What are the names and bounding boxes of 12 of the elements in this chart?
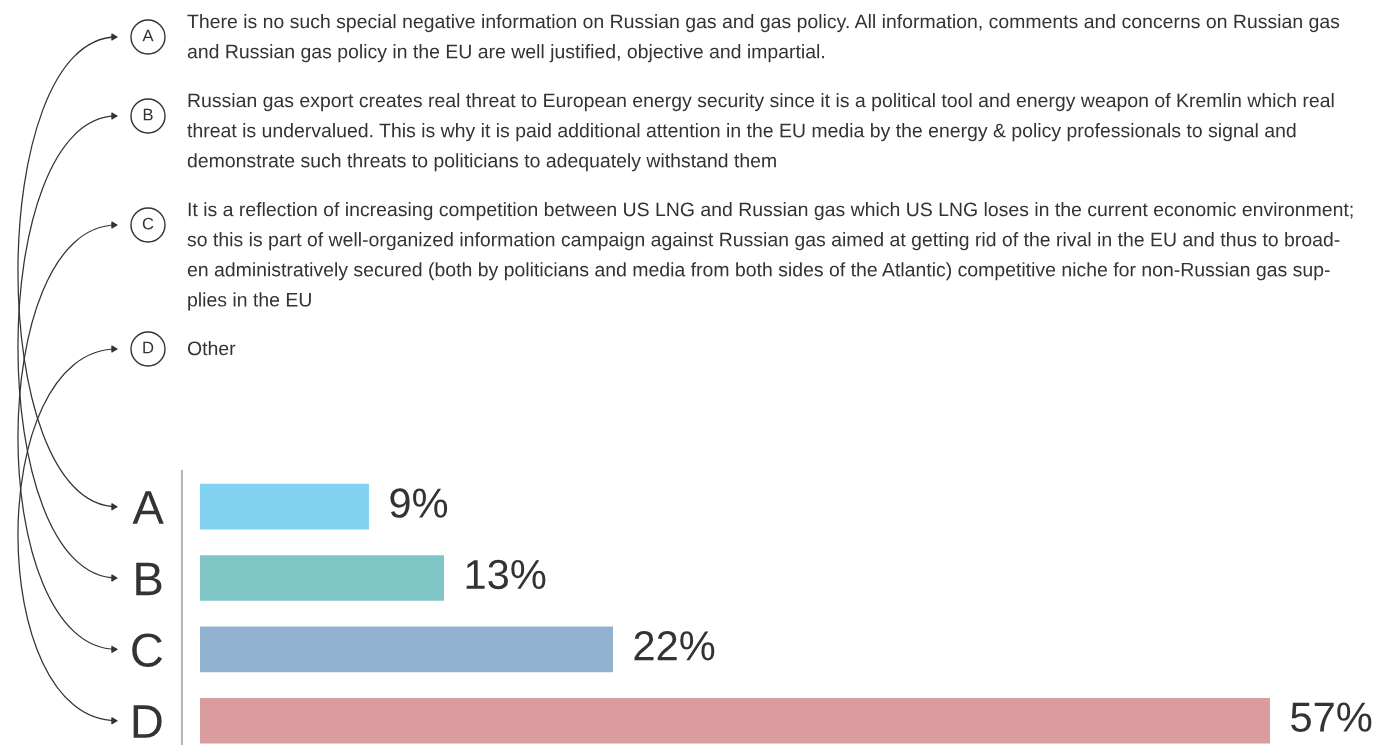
y-tick-label: A bbox=[132, 491, 164, 524]
y-tick-label: D bbox=[133, 705, 162, 738]
text: It is a reflection of increasing competition between US LNG and Russian gas which US LNG loses in the current economic environment; so this is part of well-organized information campaign against Russian gas aimed at getting rid of the rival in the EU and thus to broad- en administratively secured (both by politicians and media from both sides of the Atlantic) competitive niche for non-Russian gas sup- plies in the EU bbox=[187, 202, 1353, 311]
text: Russian gas export creates real threat to European energy security since it is a political tool and energy weapon of Kremlin which real threat is undervalued. This is why it is paid additional attention in the EU media by the energy & policy professionals to signal and demonstrate such threats to politicians to adequately withstand them bbox=[187, 93, 1334, 172]
data-label: 57% bbox=[1291, 702, 1372, 732]
data-label: 22% bbox=[634, 631, 715, 661]
text: Other bbox=[187, 341, 236, 356]
y-tick-label: C bbox=[132, 633, 163, 667]
data-label: 9% bbox=[390, 488, 448, 518]
y-tick-label: B bbox=[136, 562, 162, 596]
data-label: 13% bbox=[466, 559, 546, 590]
text: There is no such special negative information on Russian gas and gas policy. All information, comments and concerns on Russian gas and Russian gas policy in the EU are well justified, objective and impartial. bbox=[187, 14, 1340, 63]
